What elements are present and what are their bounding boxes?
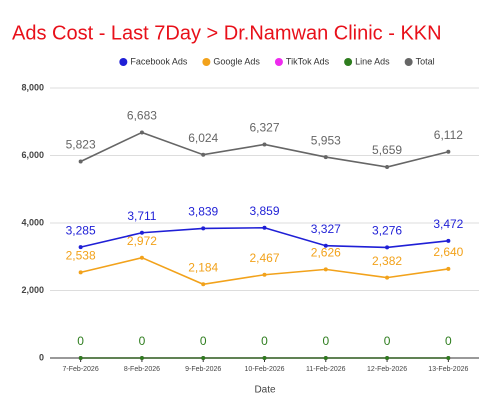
data-point	[446, 356, 451, 360]
data-label: 2,640	[433, 245, 463, 259]
data-label: 3,472	[433, 217, 463, 231]
data-label: 5,953	[311, 133, 341, 147]
data-label: 3,711	[127, 209, 156, 223]
data-point	[385, 356, 390, 360]
data-point	[78, 159, 83, 164]
data-label: 0	[322, 334, 329, 348]
x-tick-label: 10-Feb-2026	[244, 366, 284, 373]
legend-label: Google Ads	[213, 56, 260, 66]
data-point	[446, 149, 451, 154]
data-point	[385, 165, 390, 170]
data-point	[78, 356, 83, 360]
data-point	[323, 267, 328, 272]
data-point	[323, 356, 328, 360]
legend-marker	[202, 58, 211, 66]
data-point	[262, 225, 267, 230]
data-label: 3,859	[249, 204, 279, 218]
data-label: 3,285	[66, 223, 96, 237]
x-tick-label: 9-Feb-2026	[185, 366, 221, 373]
data-point	[139, 255, 144, 260]
data-label: 2,382	[372, 254, 402, 268]
data-label: 0	[384, 334, 391, 348]
data-point	[385, 245, 390, 250]
legend-marker	[404, 58, 413, 66]
y-tick-label: 2,000	[21, 285, 44, 295]
y-tick-label: 0	[39, 352, 44, 362]
data-label: 3,839	[188, 205, 218, 219]
x-tick-label: 11-Feb-2026	[306, 366, 346, 373]
data-point	[201, 356, 206, 360]
data-point	[323, 243, 328, 248]
x-tick-label: 8-Feb-2026	[124, 366, 160, 373]
y-tick-label: 6,000	[21, 150, 44, 160]
data-label: 0	[77, 334, 84, 348]
x-tick-label: 12-Feb-2026	[367, 366, 407, 373]
x-tick-label: 13-Feb-2026	[428, 366, 468, 373]
legend-label: Line Ads	[355, 56, 390, 66]
data-label: 2,972	[127, 234, 157, 248]
data-label: 2,467	[249, 251, 279, 265]
chart-title: Ads Cost - Last 7Day > Dr.Namwan Clinic …	[12, 22, 442, 44]
y-tick-label: 4,000	[21, 217, 44, 227]
x-tick-label: 7-Feb-2026	[63, 366, 99, 373]
legend-marker	[119, 58, 128, 66]
data-point	[201, 152, 206, 157]
y-tick-label: 8,000	[21, 82, 44, 92]
data-label: 6,683	[127, 109, 157, 123]
data-point	[201, 226, 206, 231]
data-label: 2,538	[66, 249, 96, 263]
data-point	[446, 238, 451, 243]
data-point	[323, 155, 328, 160]
data-point	[78, 270, 83, 275]
x-axis-label: Date	[254, 385, 276, 396]
data-point	[139, 356, 144, 360]
data-point	[201, 282, 206, 287]
data-point	[78, 245, 83, 250]
data-label: 3,327	[311, 222, 341, 236]
data-label: 0	[200, 334, 207, 348]
data-label: 6,112	[434, 128, 463, 142]
data-point	[262, 272, 267, 277]
legend-label: TikTok Ads	[286, 56, 330, 66]
data-label: 0	[445, 334, 452, 348]
data-point	[262, 142, 267, 147]
legend-label: Total	[416, 56, 435, 66]
data-label: 5,823	[66, 138, 96, 152]
data-label: 5,659	[372, 143, 402, 157]
data-label: 0	[139, 334, 146, 348]
data-point	[139, 230, 144, 235]
data-point	[385, 275, 390, 280]
data-point	[139, 130, 144, 135]
data-label: 2,184	[188, 260, 218, 274]
data-point	[262, 356, 267, 360]
legend-label: Facebook Ads	[130, 56, 188, 66]
legend-marker	[274, 58, 283, 66]
data-label: 6,327	[249, 121, 279, 135]
data-label: 0	[261, 334, 268, 348]
data-label: 6,024	[188, 131, 218, 145]
legend-marker	[344, 58, 353, 66]
data-label: 2,626	[311, 246, 341, 260]
data-point	[446, 266, 451, 271]
data-label: 3,276	[372, 224, 402, 238]
